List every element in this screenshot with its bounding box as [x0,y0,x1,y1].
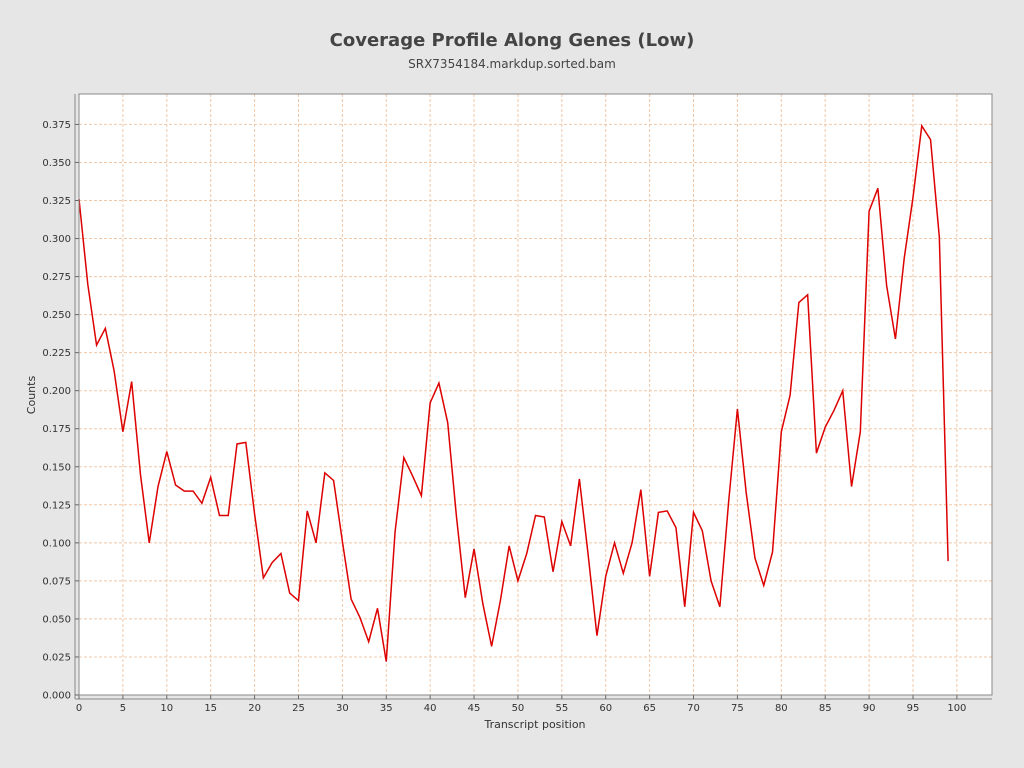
x-tick-label: 35 [380,703,393,714]
x-tick-label: 30 [336,703,349,714]
y-tick-label: 0.225 [42,348,71,359]
x-tick-label: 75 [731,703,744,714]
chart-title: Coverage Profile Along Genes (Low) [329,30,695,51]
x-tick-label: 60 [599,703,612,714]
series-line [78,123,949,662]
y-tick-label: 0.000 [42,691,71,702]
x-tick-label: 40 [424,703,437,714]
x-tick-label: 80 [775,703,788,714]
y-tick-label: 0.150 [42,462,71,473]
y-tick-label: 0.350 [42,158,71,169]
y-tick-label: 0.125 [42,500,71,511]
x-tick-label: 45 [468,703,481,714]
axes [74,94,992,700]
x-tick-label: 5 [120,703,126,714]
x-tick-label: 65 [643,703,656,714]
plot-background [79,94,992,695]
y-tick-label: 0.275 [42,272,71,283]
tick-marks [75,123,958,699]
chart-subtitle: SRX7354184.markdup.sorted.bam [408,57,616,71]
y-tick-label: 0.300 [42,234,71,245]
x-tick-label: 15 [204,703,217,714]
x-tick-label: 95 [907,703,920,714]
x-tick-label: 50 [512,703,525,714]
y-tick-label: 0.325 [42,196,71,207]
y-tick-label: 0.050 [42,614,71,625]
y-tick-label: 0.100 [42,538,71,549]
y-axis-label: Counts [25,376,38,415]
y-tick-label: 0.075 [42,576,71,587]
x-tick-label: 55 [555,703,568,714]
x-tick-label: 10 [160,703,173,714]
x-tick-label: 70 [687,703,700,714]
x-tick-label: 85 [819,703,832,714]
x-tick-label: 20 [248,703,261,714]
tick-labels: 0.000 0.025 0.050 0.075 0.100 0.125 0.150 0.175… [42,120,966,714]
y-tick-label: 0.375 [42,120,71,131]
x-tick-label: 100 [947,703,966,714]
x-tick-label: 25 [292,703,305,714]
y-tick-label: 0.175 [42,424,71,435]
x-tick-label: 90 [863,703,876,714]
grid-lines [78,94,992,696]
y-tick-label: 0.025 [42,652,71,663]
x-axis-label: Transcript position [483,718,585,731]
x-tick-label: 0 [76,703,82,714]
y-tick-label: 0.250 [42,310,71,321]
plot-border [78,93,993,696]
y-tick-label: 0.200 [42,386,71,397]
